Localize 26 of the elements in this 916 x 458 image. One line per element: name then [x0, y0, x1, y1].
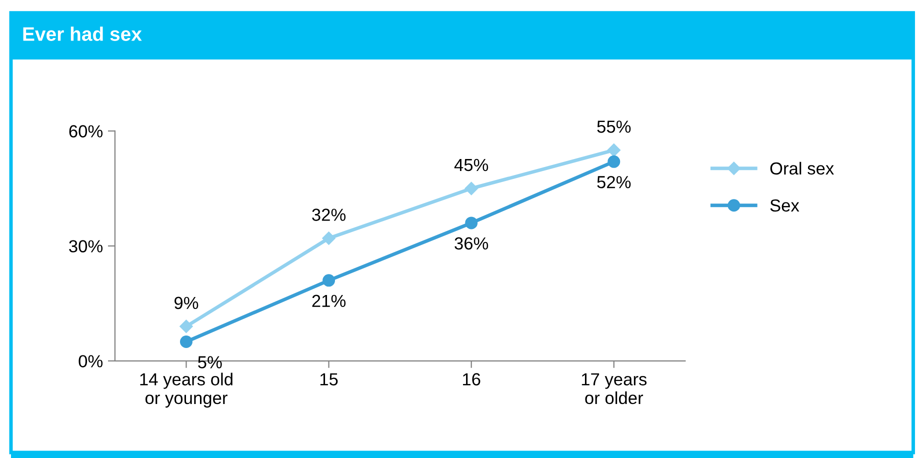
data-label: 21%: [312, 294, 346, 308]
point: [608, 155, 620, 168]
y-tick-label: 60%: [69, 125, 103, 138]
point: [180, 320, 193, 334]
point: [607, 144, 620, 157]
data-label: 5%: [198, 356, 222, 368]
y-tick-label: 30%: [69, 240, 103, 252]
data-label: 55%: [597, 120, 631, 133]
point: [465, 216, 478, 230]
point: [180, 335, 192, 348]
data-label: 36%: [454, 237, 488, 250]
data-label: 32%: [312, 208, 346, 221]
data-label: 52%: [597, 176, 631, 188]
legend-label: Oral sex: [770, 162, 834, 175]
x-tick-label: 16: [463, 373, 480, 386]
data-label: 45%: [454, 158, 488, 172]
x-tick-label: 14 years old or younger: [140, 372, 232, 408]
x-tick-label: 15: [320, 373, 338, 386]
x-tick-label: 17 years or older: [582, 373, 647, 404]
data-label: 9%: [174, 296, 198, 310]
y-tick-label: 0%: [78, 355, 103, 368]
legend-label: Sex: [770, 199, 800, 212]
point: [322, 274, 336, 287]
point: [322, 232, 336, 245]
chart-title: Ever had sex: [23, 26, 142, 41]
point: [464, 182, 478, 196]
